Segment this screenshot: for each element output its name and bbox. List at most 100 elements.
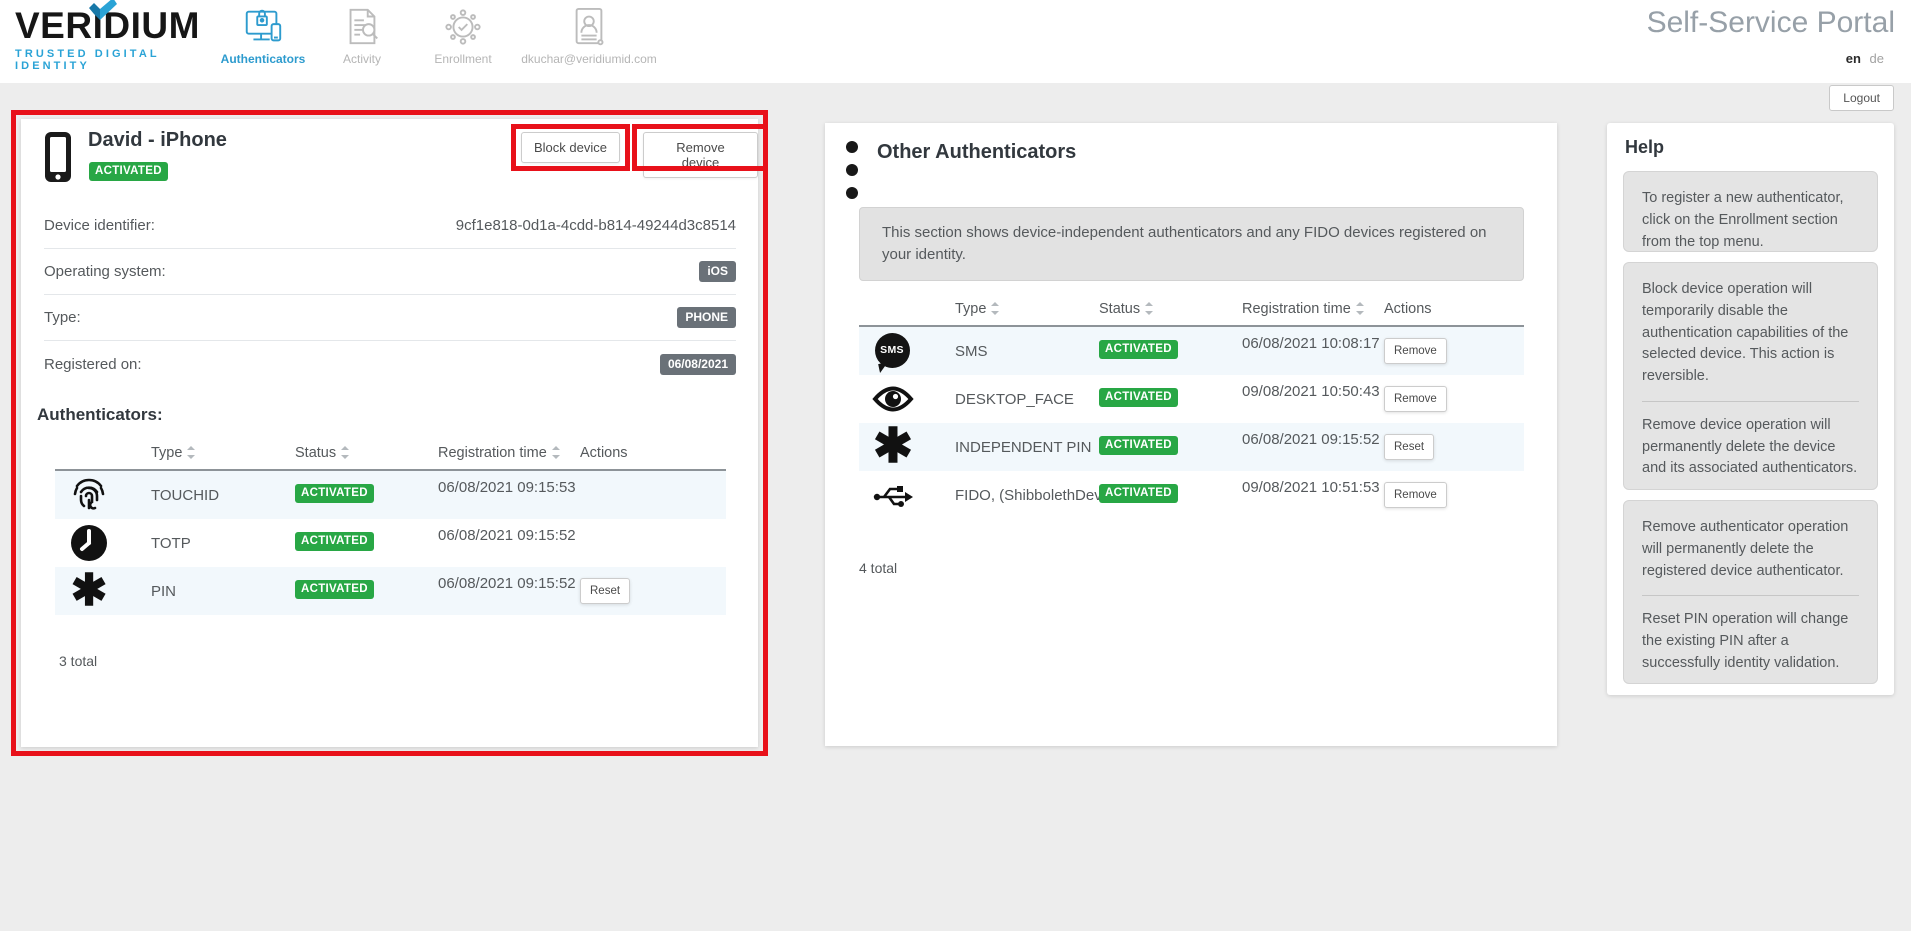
remove-sms-button[interactable]: Remove xyxy=(1384,338,1447,364)
nav-item-activity[interactable]: Activity xyxy=(322,5,402,66)
status-badge: ACTIVATED xyxy=(1099,340,1178,359)
enrollment-icon xyxy=(413,5,513,49)
logo-checkmark-icon xyxy=(89,0,117,20)
status-badge: ACTIVATED xyxy=(295,532,374,551)
operating-system-label: Operating system: xyxy=(44,263,166,280)
registration-time: 09/08/2021 10:51:53 xyxy=(1242,479,1380,496)
sort-icon xyxy=(187,445,196,459)
table-header-row: Type Status Registration time Actions xyxy=(859,301,1524,327)
device-identifier-row: Device identifier: 9cf1e818-0d1a-4cdd-b8… xyxy=(44,203,736,249)
remove-desktop-face-button[interactable]: Remove xyxy=(1384,386,1447,412)
type-row: Type: PHONE xyxy=(44,295,736,341)
device-panel: David - iPhone ACTIVATED Block device Re… xyxy=(21,119,758,747)
sort-icon xyxy=(341,445,350,459)
table-row-pin: ✱ PIN ACTIVATED 06/08/2021 09:15:52 Rese… xyxy=(55,567,726,615)
lang-en[interactable]: en xyxy=(1845,51,1861,66)
registration-time: 06/08/2021 09:15:52 xyxy=(438,527,576,544)
nav-label-enrollment: Enrollment xyxy=(434,52,492,66)
help-panel: Help To register a new authenticator, cl… xyxy=(1607,123,1894,695)
table-row-touchid: TOUCHID ACTIVATED 06/08/2021 09:15:53 xyxy=(55,471,726,519)
table-row-totp: TOTP ACTIVATED 06/08/2021 09:15:52 xyxy=(55,519,726,567)
authenticators-icon xyxy=(193,5,333,49)
status-badge: ACTIVATED xyxy=(295,484,374,503)
registration-time: 06/08/2021 09:15:52 xyxy=(1242,431,1380,448)
status-badge: ACTIVATED xyxy=(295,580,374,599)
sms-icon: SMS xyxy=(867,327,919,375)
nav-item-enrollment[interactable]: Enrollment xyxy=(413,5,513,66)
table-row-fido: FIDO, (ShibbolethDev1) ACTIVATED 09/08/2… xyxy=(859,471,1524,519)
device-title: David - iPhone xyxy=(88,129,227,151)
fingerprint-icon xyxy=(63,471,115,519)
device-authenticators-table: Type Status Registration time Actions xyxy=(55,445,726,615)
help-box-register: To register a new authenticator, click o… xyxy=(1623,171,1878,252)
veridium-logo[interactable]: VERIDIUM TRUSTED DIGITAL IDENTITY xyxy=(15,0,225,72)
status-badge: ACTIVATED xyxy=(1099,436,1178,455)
other-authenticators-title: Other Authenticators xyxy=(877,141,1077,163)
other-authenticators-panel: Other Authenticators This section shows … xyxy=(825,123,1557,746)
nav-item-profile[interactable]: dkuchar@veridiumid.com xyxy=(514,5,664,66)
authenticator-type: SMS xyxy=(955,343,988,360)
reset-independent-pin-button[interactable]: Reset xyxy=(1384,434,1435,460)
help-text: To register a new authenticator, click o… xyxy=(1642,190,1844,250)
nav-label-authenticators: Authenticators xyxy=(220,52,306,66)
help-title: Help xyxy=(1625,137,1665,157)
registered-on-badge: 06/08/2021 xyxy=(659,353,736,375)
authenticator-type: PIN xyxy=(151,583,177,600)
eye-icon xyxy=(867,375,919,423)
header-actions: Actions xyxy=(580,445,628,461)
device-info-rows: Device identifier: 9cf1e818-0d1a-4cdd-b8… xyxy=(44,203,736,387)
help-text: Remove authenticator operation will perm… xyxy=(1642,519,1849,579)
help-text: Reset PIN operation will change the exis… xyxy=(1642,611,1849,671)
remove-device-button[interactable]: Remove device xyxy=(643,132,758,178)
clock-icon xyxy=(63,519,115,567)
usb-icon xyxy=(867,471,919,519)
asterisk-icon: ✱ xyxy=(872,420,914,473)
registration-time: 09/08/2021 10:50:43 xyxy=(1242,383,1380,400)
logo-tagline: TRUSTED DIGITAL IDENTITY xyxy=(15,47,160,72)
header-status[interactable]: Status xyxy=(1099,301,1154,317)
other-total-count: 4 total xyxy=(859,560,898,576)
device-identifier-value: 9cf1e818-0d1a-4cdd-b814-49244d3c8514 xyxy=(455,217,736,234)
status-badge: ACTIVATED xyxy=(1099,388,1178,407)
help-text: Remove device operation will permanently… xyxy=(1642,416,1858,477)
header-registration-time[interactable]: Registration time xyxy=(1242,301,1364,317)
table-row-independent-pin: ✱ INDEPENDENT PIN ACTIVATED 06/08/2021 0… xyxy=(859,423,1524,471)
registered-on-label: Registered on: xyxy=(44,355,142,373)
kebab-menu-icon[interactable] xyxy=(846,141,860,210)
divider xyxy=(1642,595,1859,597)
operating-system-row: Operating system: iOS xyxy=(44,249,736,295)
info-message: This section shows device-independent au… xyxy=(859,207,1524,281)
header-status[interactable]: Status xyxy=(295,445,350,461)
table-row-desktop-face: DESKTOP_FACE ACTIVATED 09/08/2021 10:50:… xyxy=(859,375,1524,423)
device-identifier-label: Device identifier: xyxy=(44,217,155,234)
remove-fido-button[interactable]: Remove xyxy=(1384,482,1447,508)
type-badge: PHONE xyxy=(677,307,736,328)
header-actions: Actions xyxy=(1384,301,1432,317)
authenticator-type: INDEPENDENT PIN xyxy=(955,439,1092,456)
phone-icon xyxy=(45,132,71,182)
status-badge: ACTIVATED xyxy=(1099,484,1178,503)
registered-on-row: Registered on: 06/08/2021 xyxy=(44,341,736,387)
registration-time: 06/08/2021 09:15:52 xyxy=(438,575,576,592)
header-registration-time[interactable]: Registration time xyxy=(438,445,560,461)
header-type[interactable]: Type xyxy=(955,301,1000,317)
nav-item-authenticators[interactable]: Authenticators xyxy=(193,5,333,66)
divider xyxy=(1642,400,1859,402)
header-type[interactable]: Type xyxy=(151,445,196,461)
authenticator-type: FIDO, (ShibbolethDev1) xyxy=(955,487,1116,504)
top-bar: VERIDIUM TRUSTED DIGITAL IDENTITY xyxy=(0,0,1911,83)
page-title: Self-Service Portal xyxy=(1646,6,1895,39)
registration-time: 06/08/2021 10:08:17 xyxy=(1242,335,1380,352)
sort-icon xyxy=(551,445,560,459)
lang-de[interactable]: de xyxy=(1869,51,1884,66)
table-header-row: Type Status Registration time Actions xyxy=(55,445,726,471)
logout-button[interactable]: Logout xyxy=(1829,85,1894,111)
table-row-sms: SMS SMS ACTIVATED 06/08/2021 10:08:17 Re… xyxy=(859,327,1524,375)
type-label: Type: xyxy=(44,309,81,326)
block-device-button[interactable]: Block device xyxy=(521,132,620,163)
nav-label-activity: Activity xyxy=(342,52,381,66)
nav-label-profile: dkuchar@veridiumid.com xyxy=(521,52,657,66)
sort-icon xyxy=(1355,301,1364,315)
reset-pin-button[interactable]: Reset xyxy=(580,578,631,604)
